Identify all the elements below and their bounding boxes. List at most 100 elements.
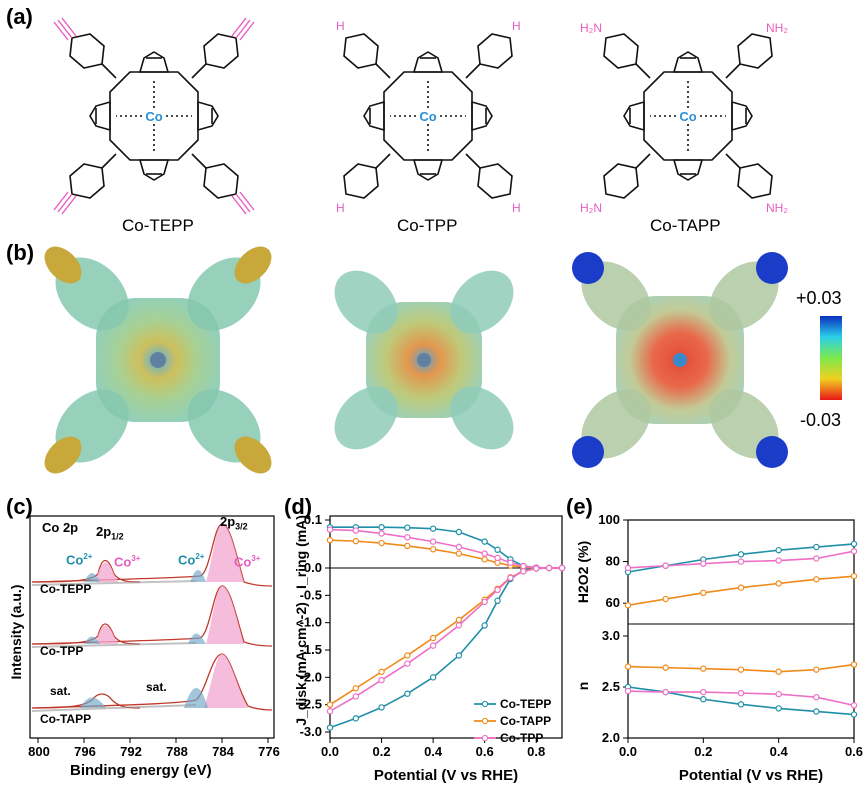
esp-maps: [44, 246, 842, 474]
data-point: [429, 546, 437, 553]
y-axis-label-h2o2: H2O2 (%): [575, 541, 591, 603]
legend-label: Co-TAPP: [500, 714, 551, 728]
data-point: [352, 537, 359, 545]
x-tick-label: 0.0: [321, 744, 339, 759]
x-tick-label: 0.6: [476, 744, 494, 759]
y-tick-label: 2.0: [602, 730, 620, 745]
data-point: [533, 565, 540, 572]
series-line-disk: [329, 567, 562, 712]
xps-trace-tapp: Co-TAPP: [40, 712, 92, 726]
xps-panel: [29, 515, 275, 743]
data-point: [545, 564, 553, 572]
esp-map-tapp: [572, 252, 788, 468]
y-tick-label: 2.5: [602, 679, 620, 694]
data-point: [481, 550, 488, 557]
y-tick-label: 0.0: [304, 560, 322, 575]
data-point: [813, 555, 820, 562]
data-point: [850, 711, 858, 718]
xps-xtick: 800: [28, 744, 50, 759]
esp-map-tpp: [334, 270, 514, 450]
data-point: [662, 595, 669, 603]
y-tick-label: 80: [606, 554, 620, 569]
colorbar-min-label: -0.03: [800, 410, 842, 430]
data-point: [378, 524, 385, 531]
xps-xtick: 796: [74, 744, 96, 759]
x-axis-label: Potential (V vs RHE): [374, 767, 518, 784]
esp-map-tepp: [44, 246, 272, 474]
data-point: [352, 685, 359, 692]
xps-co2-label-1: Co2+: [66, 552, 93, 568]
data-point: [404, 542, 411, 550]
legend-label: Co-TPP: [500, 731, 543, 745]
y-axis-label-n: n: [575, 682, 591, 691]
data-point: [737, 666, 745, 673]
x-tick-label: 0.0: [619, 744, 637, 759]
panel-label-a: (a): [6, 4, 33, 29]
data-point: [737, 558, 745, 565]
data-point: [378, 668, 385, 676]
panel-label-b: (b): [6, 240, 35, 265]
data-point: [850, 548, 858, 555]
svg-text:Co: Co: [145, 109, 162, 124]
data-point: [850, 661, 858, 668]
data-point: [737, 689, 745, 697]
data-point: [404, 534, 411, 541]
tpp-h-tl: H: [336, 19, 345, 33]
molecule-name-tepp: Co-TEPP: [122, 216, 194, 235]
data-point: [404, 690, 411, 697]
y-axis-label-ring: I_ring (mA): [293, 515, 309, 589]
svg-text:H: H: [512, 19, 521, 33]
data-point: [700, 589, 707, 597]
y-tick-label: 0.1: [304, 512, 322, 527]
legend-marker: [481, 734, 489, 742]
x-tick-label: 0.4: [770, 744, 789, 759]
xps-sat-label-2: sat.: [146, 680, 167, 694]
data-point: [775, 705, 782, 712]
y-tick-label: -1.5: [300, 642, 322, 657]
legend-marker: [481, 700, 489, 708]
data-point: [775, 668, 782, 675]
plot-frame: [329, 515, 563, 739]
series-line-ring: [329, 528, 562, 569]
xps-co3-label-1: Co3+: [114, 554, 141, 570]
svg-text:NH₂: NH₂: [766, 21, 788, 35]
y-tick-label: -2.0: [300, 669, 322, 684]
data-point: [481, 538, 488, 545]
panel-label-c: (c): [6, 494, 33, 519]
plot-frame: [627, 519, 855, 739]
data-point: [813, 708, 820, 715]
svg-text:H₂N: H₂N: [580, 201, 602, 215]
data-point: [700, 696, 707, 703]
data-point: [520, 568, 527, 575]
data-point: [429, 634, 437, 642]
data-point: [455, 528, 463, 536]
data-point: [481, 622, 488, 629]
data-point: [662, 664, 669, 671]
data-point: [352, 693, 359, 700]
data-point: [455, 622, 463, 629]
data-point: [429, 642, 437, 649]
data-point: [352, 527, 359, 534]
data-point: [700, 688, 707, 696]
data-point: [455, 616, 463, 624]
data-point: [624, 663, 632, 670]
data-point: [507, 574, 514, 582]
data-point: [404, 660, 411, 667]
xps-ylabel: Intensity (a.u.): [8, 584, 24, 680]
data-point: [700, 665, 707, 672]
data-point: [775, 690, 782, 698]
data-point: [429, 538, 437, 545]
data-point: [624, 602, 632, 609]
data-point: [481, 556, 488, 563]
legend-label: Co-TEPP: [500, 697, 551, 711]
rrde-chart: 0.1 0.0 -0.5 -1.0 -1.5 -2.0 -2.5 -3.0 0.0 0.2 0.4 0…: [293, 512, 566, 784]
y-tick-label: 60: [606, 595, 620, 610]
data-point: [494, 597, 501, 605]
data-point: [737, 584, 745, 591]
x-axis-label: Potential (V vs RHE): [679, 767, 823, 784]
data-point: [494, 586, 501, 594]
xps-trace-tpp: Co-TPP: [40, 644, 84, 658]
data-point: [326, 708, 334, 715]
panel-label-e: (e): [566, 494, 593, 519]
y-tick-label: 100: [598, 512, 620, 527]
